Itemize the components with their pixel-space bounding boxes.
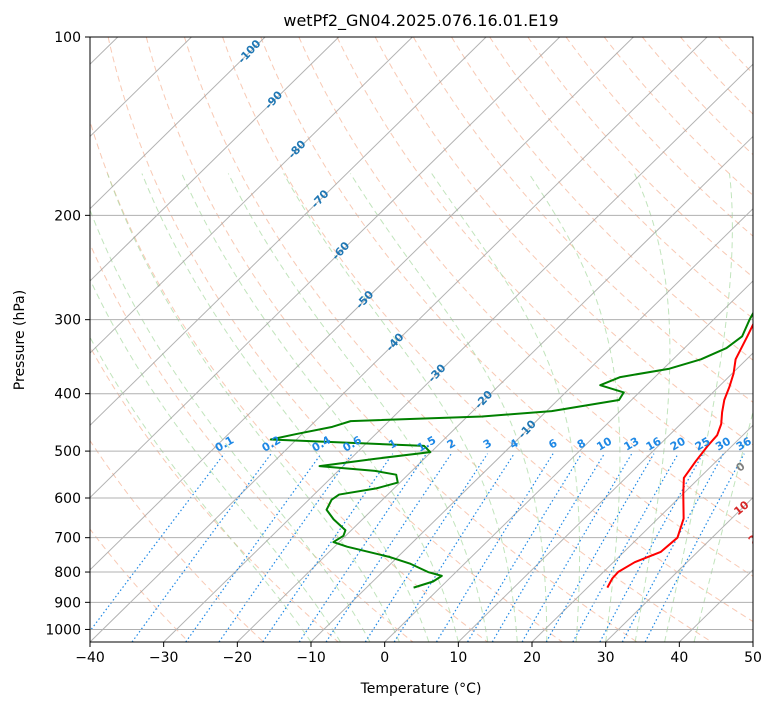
dry-adiabat	[451, 37, 753, 361]
x-tick-label: −20	[223, 650, 253, 666]
mixing-ratio-line	[644, 453, 745, 642]
moist-adiabat	[90, 278, 341, 642]
dry-adiabat	[298, 37, 753, 533]
y-tick-label: 100	[54, 30, 81, 46]
y-tick-label: 300	[54, 313, 81, 329]
mixing-ratio-line	[218, 453, 353, 642]
moist-adiabat	[181, 173, 459, 642]
y-tick-label: 1000	[45, 622, 81, 638]
dry-adiabat	[222, 37, 753, 623]
x-tick-label: 50	[744, 650, 762, 666]
sounding-profiles	[269, 311, 753, 589]
dry-adiabat	[145, 37, 638, 642]
dry-adiabat	[489, 37, 753, 320]
mixing-ratio-line	[572, 453, 679, 642]
dewpoint-profile-line	[269, 311, 753, 589]
pressure-gridlines	[90, 37, 753, 630]
dry-adiabat	[90, 119, 488, 642]
isotherm-line	[90, 37, 413, 354]
chart-title: wetPf2_GN04.2025.076.16.01.E19	[283, 11, 558, 31]
isotherm-line	[310, 207, 753, 642]
moist-adiabat	[141, 173, 430, 642]
moist-adiabat	[90, 208, 371, 642]
dry-adiabat	[107, 37, 563, 642]
x-tick-label: −30	[149, 650, 179, 666]
background-lines	[90, 37, 753, 642]
isotherm-line	[90, 37, 266, 210]
x-tick-label: 0	[380, 650, 389, 666]
y-tick-label: 200	[54, 208, 81, 224]
x-axis-label: Temperature (°C)	[360, 681, 482, 697]
dry-adiabat	[603, 37, 753, 196]
y-tick-label: 500	[54, 444, 81, 460]
isotherm-line	[90, 37, 561, 499]
moist-adiabat	[664, 173, 733, 642]
isotherm-line	[605, 496, 753, 642]
y-tick-label: 800	[54, 565, 81, 581]
isotherm-line	[457, 352, 753, 642]
x-tick-label: 20	[523, 650, 541, 666]
moist-adiabat-label: 20	[746, 527, 766, 547]
mixing-ratio-line	[325, 453, 452, 642]
mixing-ratio-line	[90, 453, 225, 633]
isotherm-line	[236, 135, 753, 642]
isotherm-line	[163, 63, 753, 642]
mixing-ratio-line	[393, 453, 515, 642]
mixing-ratio-line	[621, 453, 724, 642]
mixing-ratio-line	[185, 453, 322, 642]
isotherm-line	[90, 37, 340, 282]
isotherm-line	[384, 280, 753, 642]
isotherm-line	[90, 37, 487, 427]
dry-adiabat	[183, 37, 712, 642]
plot-frame	[89, 36, 754, 643]
dry-adiabat	[90, 345, 339, 642]
dry-adiabat	[90, 242, 414, 642]
mixing-ratio-line	[298, 453, 427, 642]
moist-adiabat	[350, 173, 548, 642]
mixing-ratio-line	[491, 453, 605, 642]
y-tick-label: 700	[54, 531, 81, 547]
temperature-profile-line	[606, 322, 753, 589]
x-tick-label: 40	[670, 650, 688, 666]
y-axis-label: Pressure (hPa)	[12, 290, 28, 390]
dry-adiabat	[565, 37, 753, 237]
moist-adiabat	[106, 173, 400, 642]
x-tick-label: −40	[75, 650, 105, 666]
dry-adiabat	[336, 37, 753, 489]
x-tick-label: 30	[597, 650, 615, 666]
moist-adiabat	[227, 173, 489, 642]
x-axis-ticks: −40 −30 −20 −10 0 10 20 30 40 50	[75, 642, 762, 666]
mixing-ratio-line	[521, 453, 633, 642]
moist-adiabat	[634, 173, 671, 642]
y-tick-label: 400	[54, 387, 81, 403]
isotherm-line	[531, 424, 753, 642]
moist-adiabat	[431, 173, 581, 642]
mixing-ratio-line	[545, 453, 655, 642]
moist-adiabat	[283, 173, 518, 642]
mixing-ratio-label: 36	[734, 434, 754, 453]
dry-adiabat	[374, 37, 753, 446]
isotherm-line	[90, 37, 634, 571]
isotherm-line	[90, 37, 708, 642]
y-tick-label: 900	[54, 595, 81, 611]
moist-adiabat	[528, 173, 621, 642]
x-tick-label: 10	[449, 650, 467, 666]
moist-adiabat	[693, 409, 753, 642]
dry-adiabat	[260, 37, 753, 577]
mixing-ratio-line	[262, 453, 394, 642]
x-tick-label: −10	[296, 650, 326, 666]
mixing-ratio-line	[131, 453, 272, 642]
dry-adiabat	[412, 37, 753, 403]
y-axis-ticks: 100 200 300 400 500 600 700 800 900 1000	[45, 30, 90, 638]
y-tick-label: 600	[54, 491, 81, 507]
